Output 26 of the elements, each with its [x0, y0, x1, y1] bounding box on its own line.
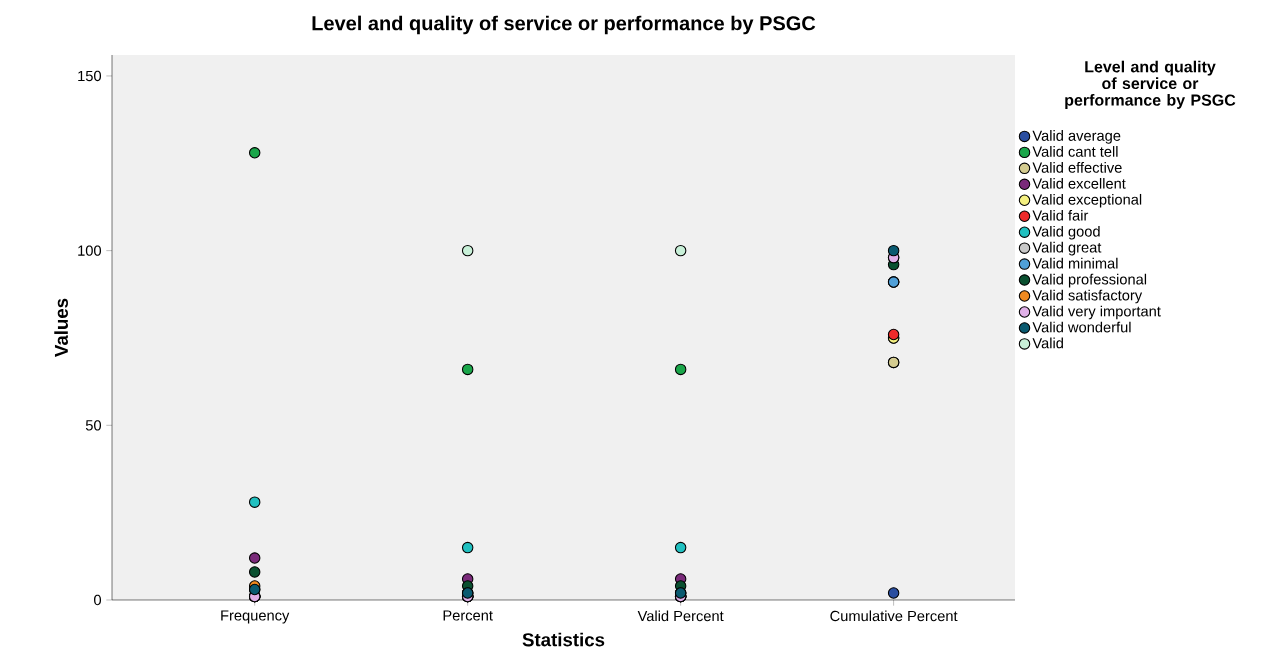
y-tick-label: 0 [94, 594, 102, 606]
legend-label: Valid professional [1032, 273, 1147, 288]
legend-label: Valid good [1032, 225, 1100, 240]
y-axis-title: Values [54, 298, 68, 357]
legend-label: Valid very important [1032, 305, 1161, 320]
y-tick-label: 50 [85, 420, 102, 431]
y-tick-label: 150 [78, 70, 102, 82]
legend-label: Valid excellent [1032, 177, 1126, 189]
legend-title: Level and quality of service or performance by PSGC [1065, 60, 1236, 109]
legend-label: Valid [1032, 337, 1063, 349]
y-tick-label: 100 [78, 245, 102, 256]
legend-label: Valid minimal [1032, 257, 1118, 269]
legend-label: Valid cant tell [1032, 146, 1118, 157]
x-tick-label: Cumulative Percent [830, 610, 958, 622]
x-tick-label: Frequency [221, 610, 290, 624]
legend-label: Valid average [1032, 130, 1121, 144]
legend-label: Valid great [1032, 241, 1102, 256]
x-axis-title: Statistics [522, 632, 605, 647]
legend-label: Valid exceptional [1032, 193, 1142, 208]
chart-title: Level and quality of service or performance by PSGC [312, 15, 816, 35]
legend-label: Valid fair [1032, 209, 1089, 221]
x-tick-label: Percent [443, 610, 493, 621]
legend-label: Valid satisfactory [1032, 289, 1143, 304]
legend-label: Valid wonderful [1032, 321, 1131, 333]
legend-label: Valid effective [1032, 162, 1122, 173]
x-tick-label: Valid Percent [637, 610, 724, 622]
